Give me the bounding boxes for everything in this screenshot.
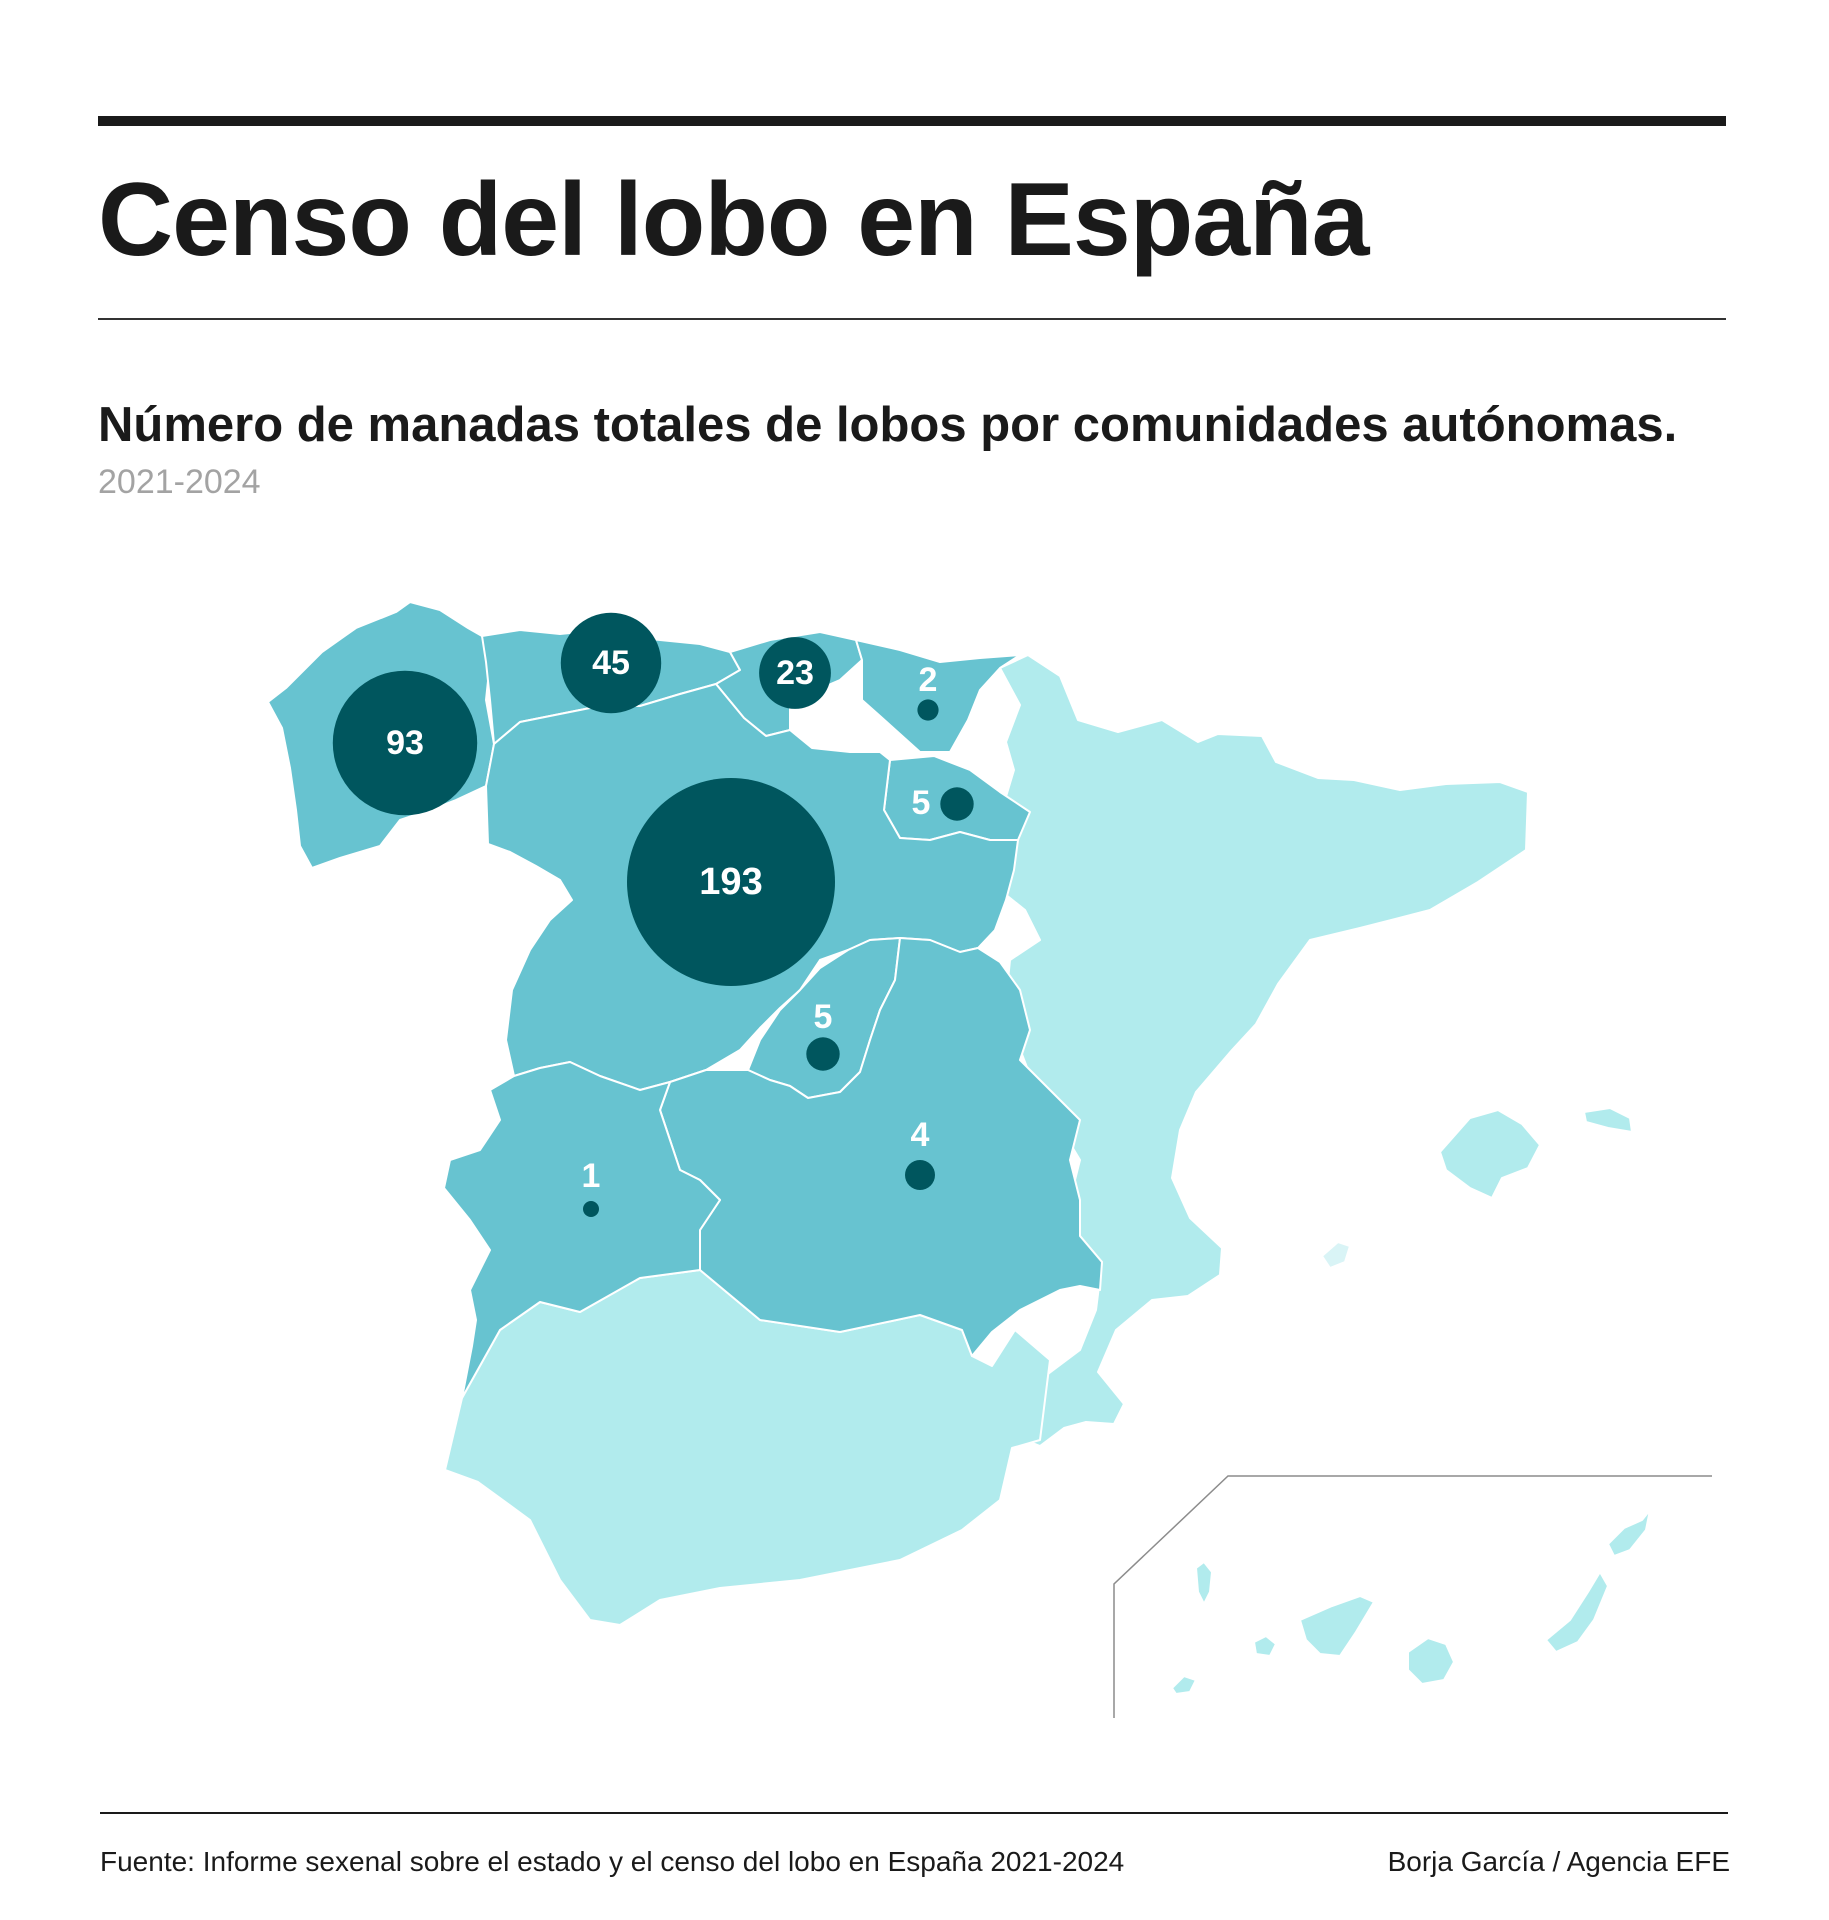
bubble-pais-vasco	[917, 699, 939, 721]
bubble-label-extremadura: 1	[582, 1157, 601, 1195]
region-castilla-la-mancha	[659, 937, 1103, 1357]
canary-inset-frame	[1113, 1475, 1712, 1718]
bubbles-layer: 93 45 23 2 5 193 5 4 1	[332, 612, 974, 1217]
chart-subtitle: Número de manadas totales de lobos por c…	[98, 398, 1678, 452]
island-el-hierro	[1171, 1675, 1197, 1695]
island-menorca	[1583, 1107, 1633, 1133]
footer-divider	[100, 1812, 1728, 1814]
bubble-label-galicia: 93	[386, 724, 424, 762]
bubble-label-cantabria: 23	[776, 654, 814, 692]
bubble-castilla-la-mancha	[905, 1160, 935, 1190]
bubble-galicia	[332, 670, 478, 816]
region-extremadura	[443, 1061, 721, 1399]
bubble-label-pais-vasco: 2	[919, 661, 938, 699]
island-gran-canaria	[1407, 1637, 1455, 1685]
island-la-palma	[1195, 1561, 1213, 1605]
bubble-madrid	[806, 1037, 840, 1071]
island-la-gomera	[1253, 1635, 1277, 1657]
top-thick-rule	[98, 116, 1726, 126]
bubble-label-castilla-la-mancha: 4	[911, 1116, 930, 1154]
island-lanzarote	[1607, 1509, 1651, 1557]
bubble-label-la-rioja: 5	[912, 784, 931, 822]
bubble-castilla-y-leon	[627, 778, 835, 986]
source-note: Fuente: Informe sexenal sobre el estado …	[100, 1846, 1125, 1877]
region-pais-vasco	[855, 639, 1021, 753]
regions-without-wolves	[444, 654, 1651, 1695]
bubble-asturias	[560, 612, 662, 714]
bubble-label-castilla-y-leon: 193	[699, 861, 762, 903]
page-title: Censo del lobo en España	[98, 162, 1369, 278]
title-divider	[98, 318, 1726, 320]
bubble-extremadura	[583, 1201, 599, 1217]
bubble-cantabria	[759, 637, 831, 709]
period-label: 2021-2024	[98, 463, 261, 501]
bubble-la-rioja	[940, 787, 974, 821]
island-mallorca	[1439, 1109, 1541, 1199]
credit-note: Borja García / Agencia EFE	[1387, 1846, 1730, 1877]
region-east-block	[994, 654, 1529, 1447]
island-fuerteventura	[1545, 1571, 1609, 1653]
island-ibiza	[1321, 1241, 1351, 1269]
bubble-label-asturias: 45	[592, 644, 630, 682]
island-tenerife	[1299, 1595, 1375, 1657]
bubble-label-madrid: 5	[814, 998, 833, 1036]
